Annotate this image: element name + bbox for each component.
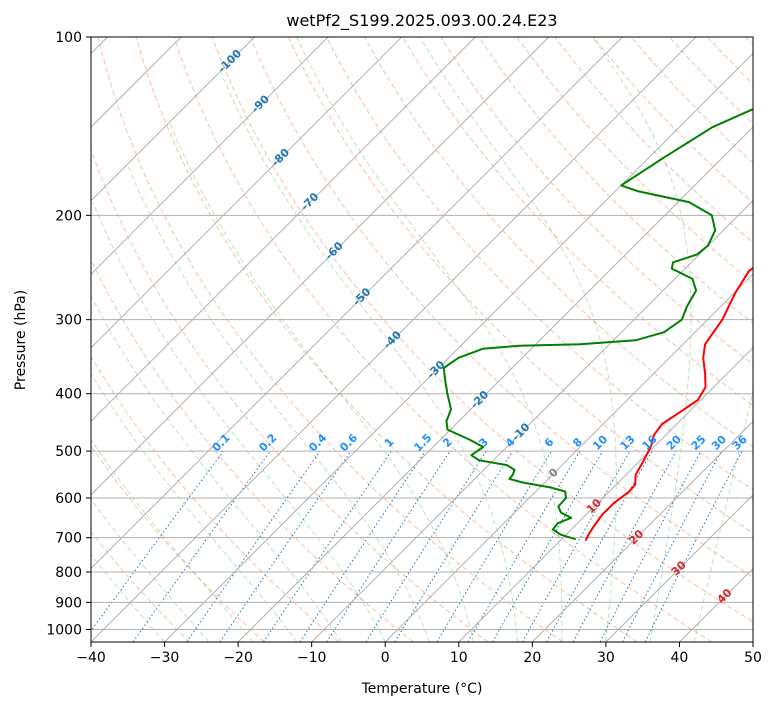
isotherm-gridline xyxy=(91,37,476,423)
isotherm-gridline xyxy=(91,37,550,496)
moist-adiabat-line xyxy=(127,165,430,642)
y-tick-label: 300 xyxy=(55,313,82,329)
x-tick-label: 40 xyxy=(671,650,689,666)
moist-adiabat-line xyxy=(419,37,617,642)
isotherm-gridline xyxy=(91,37,403,349)
isotherm-gridline xyxy=(237,126,753,642)
x-tick-label: 10 xyxy=(450,650,468,666)
y-tick-label: 200 xyxy=(55,208,82,224)
plot-frame xyxy=(90,36,754,643)
x-axis-title: Temperature (°C) xyxy=(361,681,483,697)
background-lines xyxy=(91,37,753,642)
chart-title: wetPf2_S199.2025.093.00.24.E23 xyxy=(286,11,557,31)
isotherm-gridline xyxy=(91,37,256,202)
moist-adiabat-line xyxy=(92,201,386,642)
isotherm-gridline xyxy=(164,52,753,642)
isotherm-gridline xyxy=(91,37,329,275)
dry-adiabat-line xyxy=(592,37,753,204)
isotherm-gridline xyxy=(91,37,623,570)
dry-adiabat-line xyxy=(287,37,753,534)
dry-adiabat-line xyxy=(402,37,753,407)
x-tick-label: −40 xyxy=(76,650,106,666)
dry-adiabat-line xyxy=(91,148,489,642)
isotherm-gridline xyxy=(605,494,753,642)
mixing-ratio-line xyxy=(186,450,321,642)
x-tick-label: 30 xyxy=(597,650,615,666)
moist-adiabat-line xyxy=(91,438,254,642)
y-tick-label: 800 xyxy=(55,565,82,581)
dewpoint-profile-line xyxy=(442,108,753,541)
isotherm-gridline xyxy=(531,420,753,642)
moist-adiabat-line xyxy=(91,498,210,642)
isotherm-gridline xyxy=(384,273,753,642)
dry-adiabat-line xyxy=(478,37,753,324)
dry-adiabat-line xyxy=(91,258,414,642)
profile-lines xyxy=(442,108,753,541)
mixing-ratio-line xyxy=(572,450,677,642)
mixing-ratio-line xyxy=(394,450,514,642)
y-tick-label: 900 xyxy=(55,595,82,611)
dry-adiabat-line xyxy=(97,37,563,642)
mixing-ratio-line xyxy=(522,450,631,642)
x-tick-label: −20 xyxy=(223,650,253,666)
moist-adiabat-line xyxy=(591,37,692,642)
axis-ticks: −40 −30 −20 −10 0 10 20 30 40 50 100 200 300 400 500 60… xyxy=(46,30,762,666)
moist-adiabat-line xyxy=(91,294,342,642)
moist-adiabat-line xyxy=(693,388,753,642)
y-axis-title: Pressure (hPa) xyxy=(13,290,29,390)
x-tick-label: −10 xyxy=(297,650,327,666)
mixing-ratio-line xyxy=(365,450,487,642)
y-tick-label: 700 xyxy=(55,531,82,547)
y-tick-label: 1000 xyxy=(46,622,82,638)
mixing-ratio-line xyxy=(326,450,451,642)
y-tick-label: 400 xyxy=(55,387,82,403)
x-tick-label: 20 xyxy=(523,650,541,666)
mixing-ratio-line xyxy=(219,450,352,642)
dry-adiabat-line xyxy=(135,37,638,642)
dry-adiabat-line xyxy=(173,37,713,642)
isotherm-gridline xyxy=(458,347,753,642)
mixing-ratio-line xyxy=(467,450,581,642)
x-tick-label: 50 xyxy=(744,650,762,666)
dry-adiabat-line xyxy=(249,37,753,578)
dry-adiabat-line xyxy=(326,37,753,491)
y-tick-label: 100 xyxy=(55,30,82,46)
isotherm-gridline xyxy=(91,37,697,642)
dry-adiabat-line xyxy=(211,37,753,623)
mixing-ratio-line xyxy=(436,450,552,642)
dry-adiabat-line xyxy=(440,37,753,365)
dry-adiabat-line xyxy=(91,530,191,642)
y-tick-label: 500 xyxy=(55,444,82,460)
dry-adiabat-line xyxy=(91,355,340,642)
moist-adiabat-line xyxy=(91,553,165,642)
isotherm-gridline xyxy=(311,199,753,642)
mixing-ratio-line xyxy=(132,450,271,642)
dry-adiabat-line xyxy=(516,37,753,284)
moist-adiabat-line xyxy=(220,72,519,642)
x-tick-label: −30 xyxy=(150,650,180,666)
x-tick-label: 0 xyxy=(381,650,390,666)
moist-adiabat-line xyxy=(169,123,474,642)
moist-adiabat-line xyxy=(91,372,298,642)
mixing-ratio-line xyxy=(492,450,604,642)
temperature-profile-line xyxy=(584,266,753,541)
y-tick-label: 600 xyxy=(55,491,82,507)
